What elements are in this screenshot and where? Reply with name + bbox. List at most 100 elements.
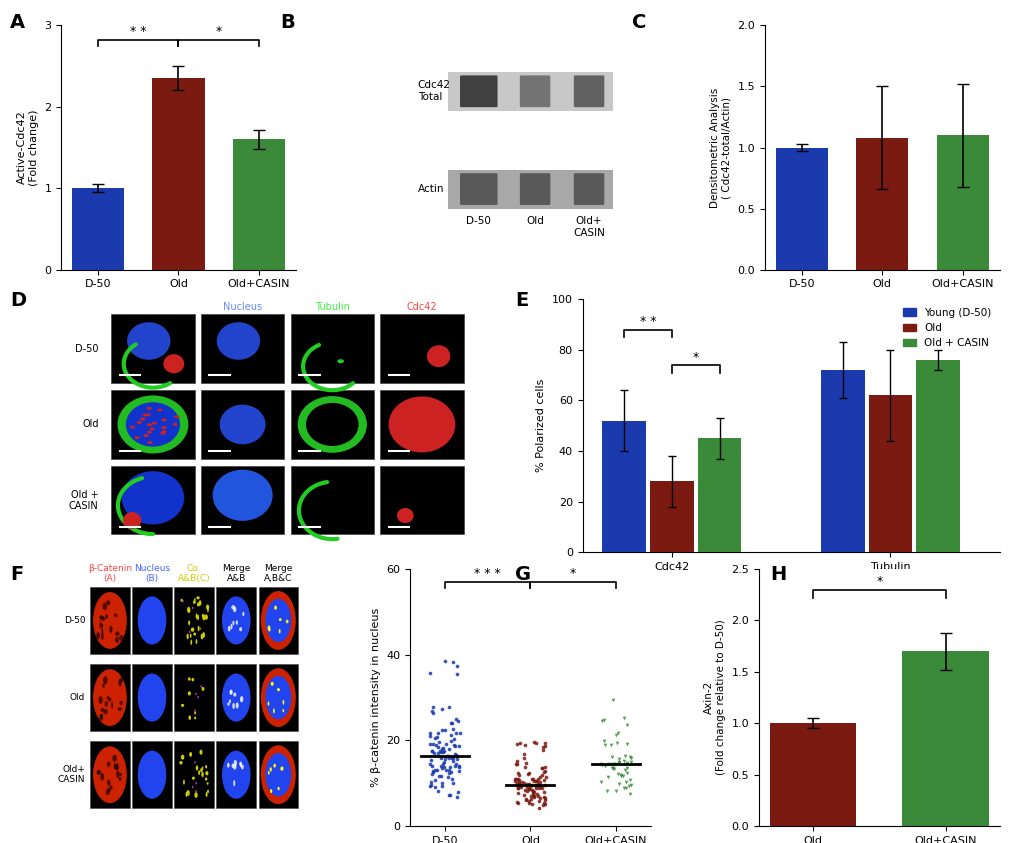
Point (606, 757, 623, 771)
Ellipse shape (265, 753, 291, 797)
Ellipse shape (182, 600, 183, 603)
Point (610, 754, 627, 768)
Ellipse shape (200, 627, 201, 630)
Point (534, 781, 550, 795)
Ellipse shape (186, 790, 190, 796)
Text: *: * (875, 575, 881, 588)
Bar (290, 390, 374, 459)
Ellipse shape (187, 609, 191, 613)
Ellipse shape (267, 701, 269, 706)
Text: A: A (10, 13, 25, 32)
Point (612, 768, 629, 781)
Ellipse shape (186, 607, 191, 613)
Point (441, 760, 458, 774)
Ellipse shape (285, 620, 288, 623)
Point (536, 786, 552, 799)
Point (614, 711, 631, 724)
Point (520, 777, 536, 791)
Ellipse shape (227, 626, 230, 631)
Point (440, 743, 457, 756)
Bar (602, 421, 645, 552)
Ellipse shape (388, 396, 454, 453)
Point (446, 738, 463, 752)
Ellipse shape (189, 716, 191, 720)
Ellipse shape (202, 766, 203, 770)
Point (605, 763, 622, 776)
Circle shape (145, 413, 150, 416)
Bar (174, 741, 214, 808)
Point (510, 765, 526, 779)
Point (442, 717, 459, 730)
Ellipse shape (114, 614, 117, 617)
Point (623, 755, 639, 769)
Ellipse shape (119, 635, 123, 642)
Bar (448, 169, 612, 208)
Point (526, 735, 542, 749)
Point (520, 782, 536, 796)
Ellipse shape (97, 771, 100, 775)
Text: * *: * * (129, 24, 147, 38)
Point (521, 766, 537, 780)
Point (447, 727, 464, 740)
Text: Merge: Merge (138, 302, 168, 312)
Point (523, 792, 539, 805)
Ellipse shape (138, 674, 166, 722)
Point (536, 796, 552, 809)
Ellipse shape (205, 615, 208, 620)
Circle shape (135, 436, 140, 439)
Point (530, 794, 546, 808)
Ellipse shape (267, 626, 270, 631)
Y-axis label: Densitometric Analysis
( Cdc42-total/Actin): Densitometric Analysis ( Cdc42-total/Act… (709, 88, 732, 207)
Ellipse shape (238, 627, 242, 631)
Ellipse shape (233, 693, 236, 696)
Ellipse shape (227, 702, 229, 706)
Point (531, 802, 547, 815)
Text: G: G (515, 565, 531, 584)
Ellipse shape (179, 761, 182, 765)
Bar (90, 741, 129, 808)
Text: D-50: D-50 (63, 616, 86, 625)
Ellipse shape (193, 600, 196, 604)
Point (438, 738, 454, 751)
Ellipse shape (194, 599, 196, 602)
Point (429, 763, 445, 776)
Point (429, 730, 445, 744)
Ellipse shape (207, 790, 209, 793)
Point (610, 756, 627, 770)
Point (596, 734, 612, 748)
Ellipse shape (116, 763, 118, 771)
Ellipse shape (104, 701, 108, 706)
Ellipse shape (119, 678, 123, 682)
Ellipse shape (239, 696, 244, 702)
Point (444, 655, 461, 668)
Ellipse shape (273, 708, 274, 713)
Ellipse shape (232, 620, 234, 626)
Ellipse shape (196, 639, 197, 644)
Point (513, 780, 529, 793)
Ellipse shape (138, 750, 166, 799)
Ellipse shape (222, 674, 251, 722)
Ellipse shape (240, 765, 244, 770)
Ellipse shape (106, 788, 111, 792)
Circle shape (150, 427, 154, 431)
Point (421, 666, 437, 679)
Circle shape (162, 418, 166, 422)
Point (442, 728, 459, 742)
Circle shape (143, 414, 148, 416)
Point (618, 781, 634, 795)
Bar (152, 78, 205, 270)
Y-axis label: % Polarized cells: % Polarized cells (536, 379, 546, 472)
Point (534, 769, 550, 782)
Ellipse shape (93, 669, 126, 726)
Point (520, 767, 536, 781)
Point (530, 789, 546, 803)
Point (614, 770, 631, 783)
Ellipse shape (127, 322, 170, 360)
Point (524, 772, 540, 786)
Bar (111, 466, 195, 534)
Point (532, 779, 548, 792)
Ellipse shape (198, 626, 200, 631)
Y-axis label: % β-catenin intensity in nucleus: % β-catenin intensity in nucleus (370, 608, 380, 787)
Ellipse shape (101, 632, 104, 640)
Point (607, 728, 624, 742)
